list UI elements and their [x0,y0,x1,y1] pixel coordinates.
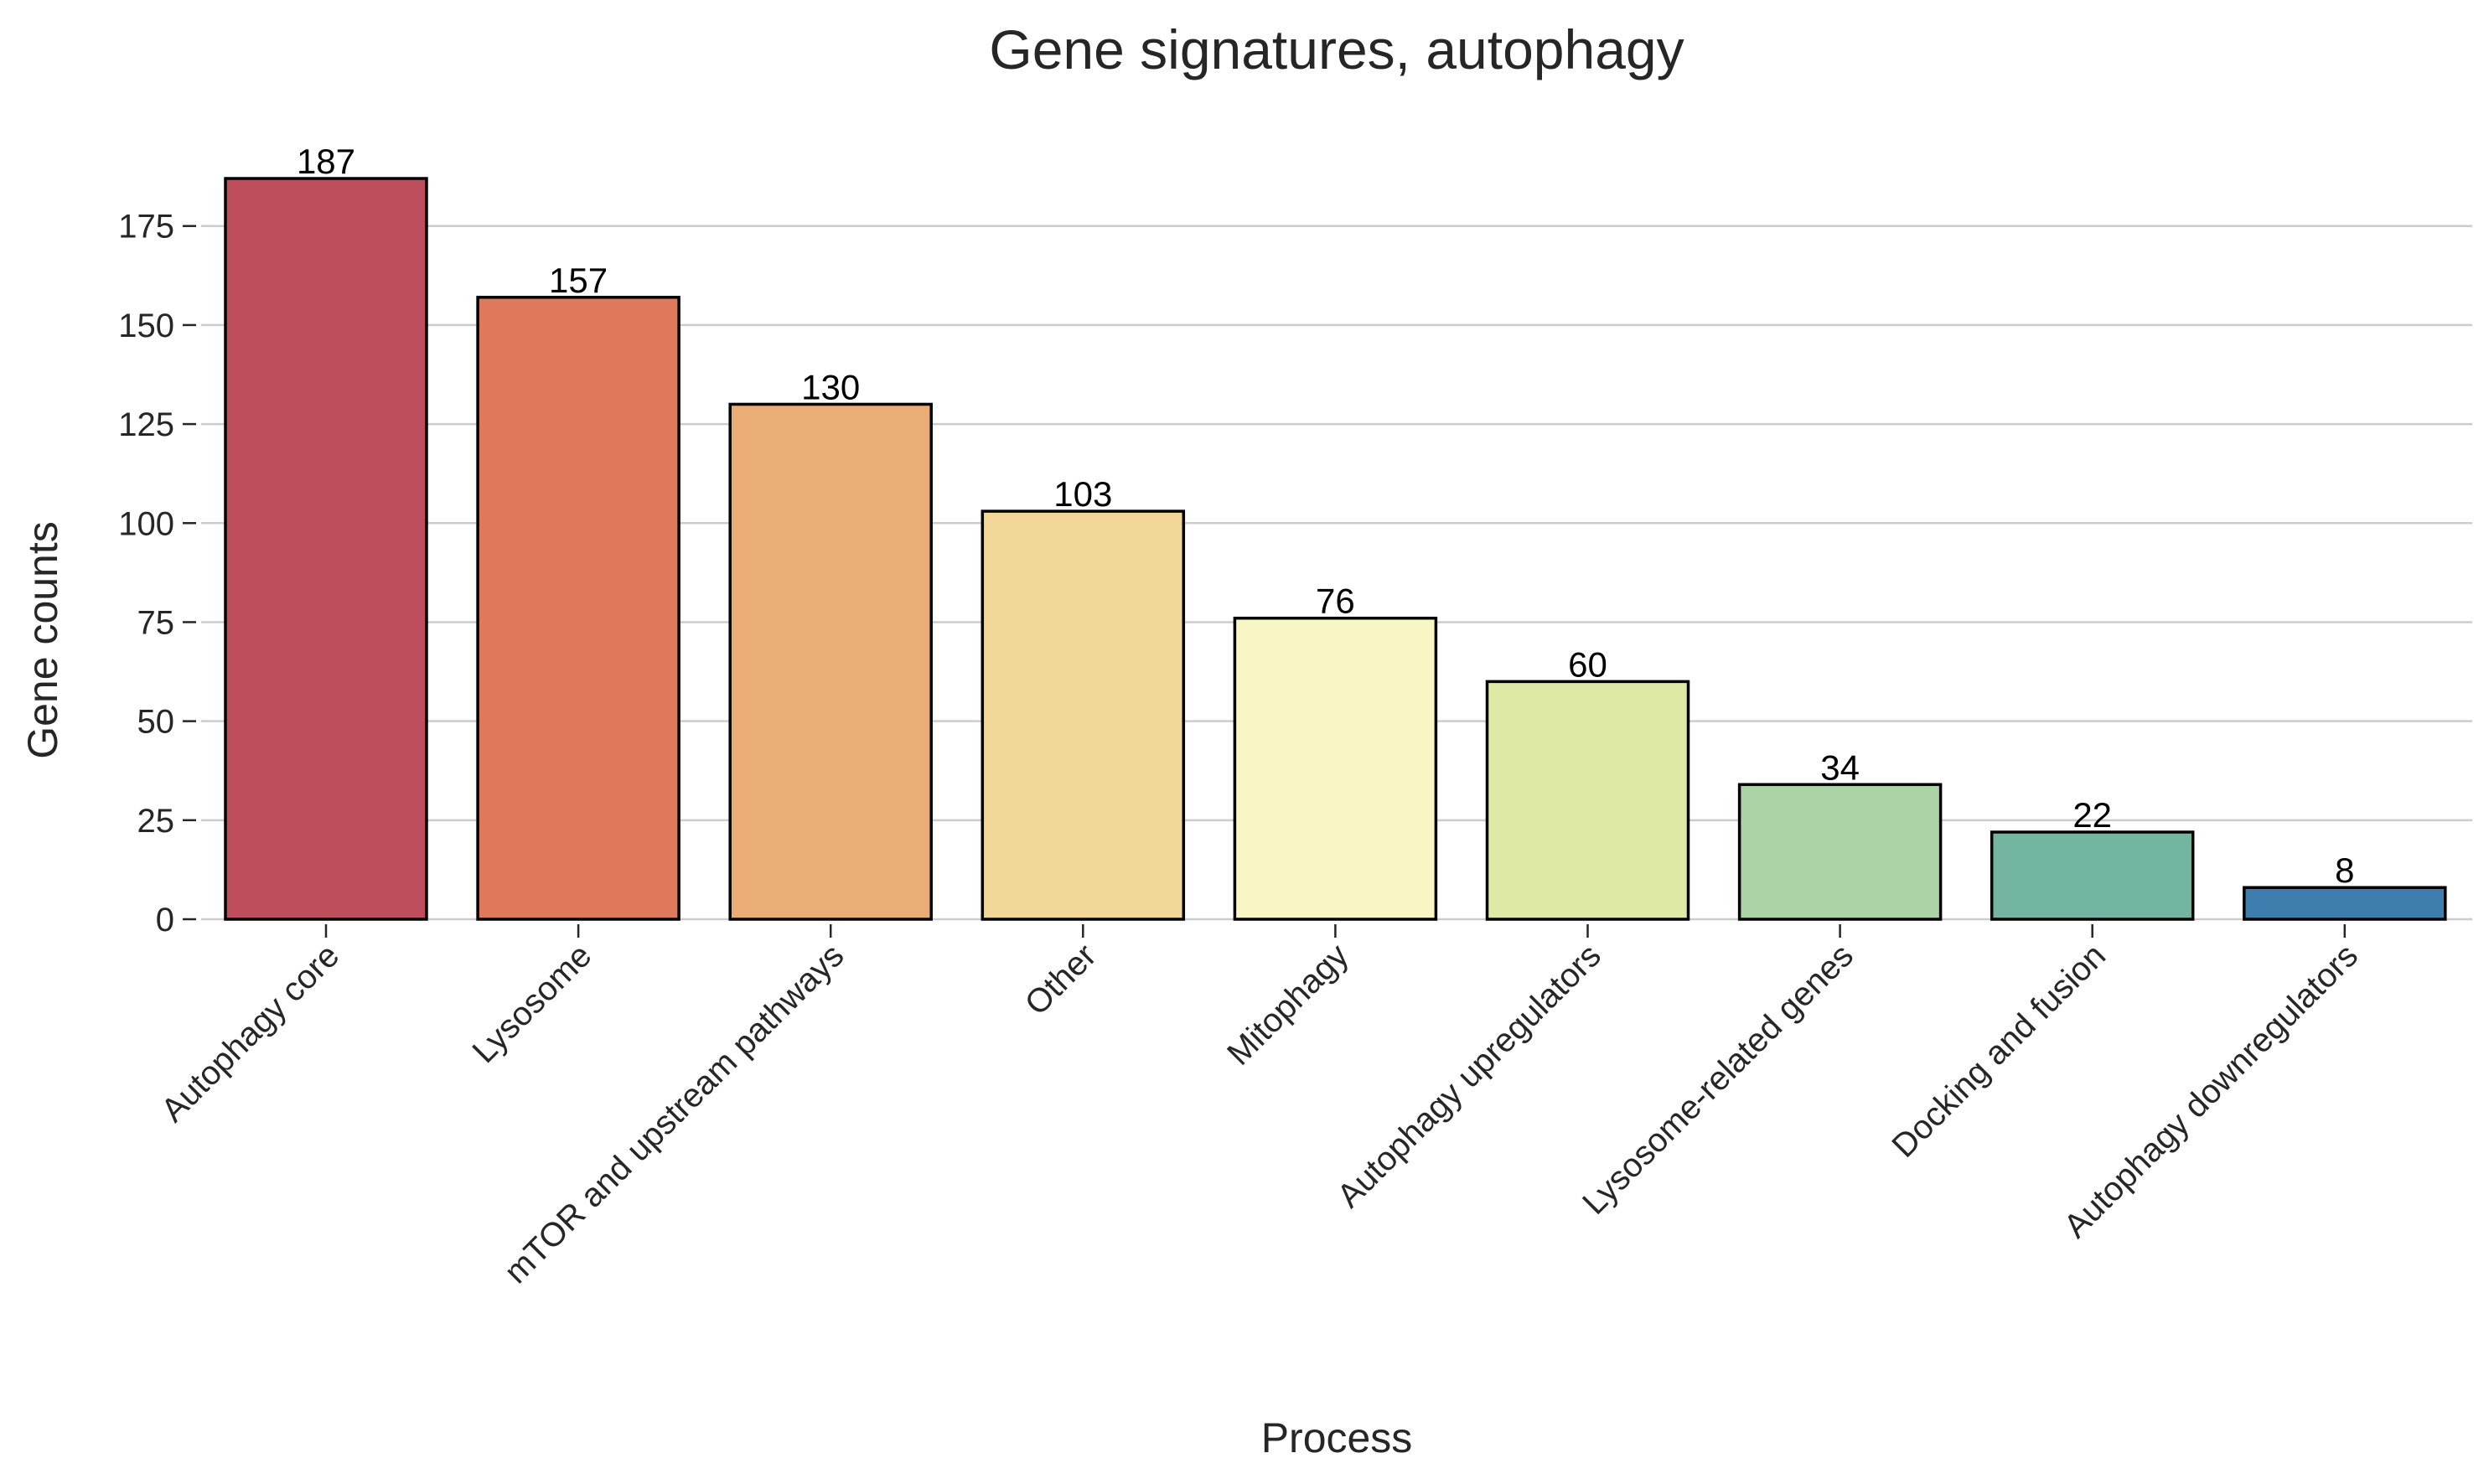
bars [224,177,2447,921]
bar-value-label: 34 [1820,747,1860,787]
bar [476,296,680,921]
y-axis-label: Gene counts [19,521,66,759]
x-tick-label: Lysosome [465,937,598,1070]
bar-value-label: 187 [297,142,355,181]
x-tick-label: Other [1018,937,1104,1022]
y-tick-label: 75 [137,604,175,641]
bar-value-label: 60 [1568,644,1607,684]
y-tick-label: 125 [118,406,174,443]
bar-value-label: 103 [1053,474,1112,514]
bar [728,402,933,921]
bar-value-label: 76 [1316,582,1355,621]
bar [2243,886,2447,921]
x-tick-label: Autophagy core [154,937,346,1129]
y-tick-label: 50 [137,704,175,741]
bar [1233,616,1438,921]
bar [1737,783,1943,921]
y-tick-label: 100 [118,505,174,542]
bar-value-labels: 187 157 130 103 76 60 34 22 8 [297,142,2355,890]
y-tick-label: 25 [137,803,175,840]
x-axis-label: Process [1261,1414,1413,1461]
chart-title: Gene signatures, autophagy [989,18,1684,80]
y-axis-ticks: 0 25 50 75 100 125 150 175 [118,209,196,938]
bar-value-label: 8 [2335,851,2354,890]
bar [981,509,1186,921]
x-tick-label: Autophagy upregulators [1330,937,1607,1214]
bar [1485,680,1690,921]
bar-value-label: 130 [801,367,860,406]
bar [224,177,428,921]
y-tick-label: 0 [156,902,174,938]
y-tick-label: 175 [118,209,174,246]
x-tick-label: Autophagy downregulators [2057,937,2366,1245]
x-tick-label: Mitophagy [1220,937,1356,1073]
y-tick-label: 150 [118,308,174,344]
bar-value-label: 22 [2072,795,2112,835]
x-tick-label: Docking and fusion [1885,937,2113,1165]
x-tick-label: Lysosome-related genes [1576,937,1860,1222]
bar-value-label: 157 [549,261,608,300]
bar [1990,830,2195,921]
